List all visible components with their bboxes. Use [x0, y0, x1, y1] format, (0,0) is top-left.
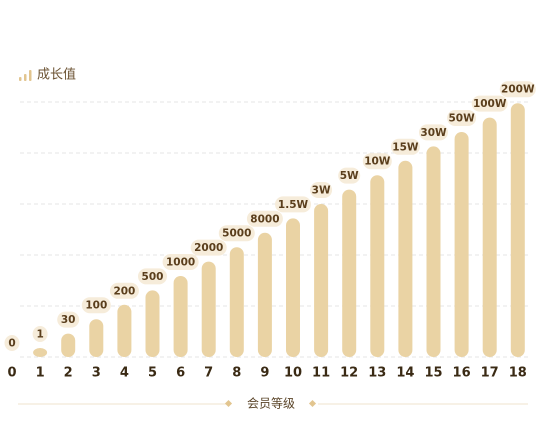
x-tick-label: 6	[176, 366, 185, 381]
bar	[286, 218, 300, 357]
bar	[482, 117, 497, 357]
value-label: 1.5W	[278, 199, 309, 211]
bar	[145, 290, 160, 357]
x-tick-label: 18	[509, 366, 527, 381]
x-tick-label: 12	[340, 366, 358, 381]
value-label-bg	[275, 196, 311, 213]
legend-icon	[19, 70, 32, 81]
x-tick-label: 3	[92, 366, 101, 381]
bar	[89, 319, 104, 357]
value-label: 200W	[501, 84, 535, 96]
value-label: 100W	[473, 98, 507, 110]
value-label: 0	[8, 338, 15, 350]
value-label: 30	[61, 314, 76, 326]
bar	[370, 175, 385, 357]
value-label-bg	[162, 254, 199, 270]
value-label: 30W	[420, 127, 447, 139]
x-axis-decoration	[18, 399, 528, 408]
x-tick-label: 17	[481, 366, 499, 381]
value-label-bg	[81, 297, 111, 314]
value-label-bg	[57, 311, 80, 328]
x-tick-label: 11	[312, 366, 330, 381]
x-tick-label: 15	[424, 366, 442, 381]
value-label: 15W	[392, 141, 419, 153]
value-label-bg	[338, 167, 361, 184]
value-label-bg	[471, 95, 508, 112]
x-tick-label: 1	[36, 366, 45, 381]
value-label: 50W	[448, 113, 475, 125]
axis-title: 成长值	[37, 67, 76, 83]
value-label: 10W	[364, 156, 391, 168]
value-label-bg	[4, 335, 20, 351]
value-label-bg	[310, 182, 333, 198]
value-label: 5000	[222, 228, 251, 240]
value-label-bg	[419, 124, 448, 141]
bar	[61, 333, 76, 357]
bar	[314, 204, 329, 357]
value-label-bg	[218, 225, 255, 242]
value-label: 8000	[250, 213, 279, 225]
x-tick-label: 8	[232, 366, 241, 381]
x-tick-label: 7	[204, 366, 213, 381]
value-label: 3W	[312, 185, 331, 197]
x-tick-label: 14	[396, 366, 414, 381]
value-label: 2000	[194, 242, 223, 254]
x-tick-label: 5	[148, 366, 157, 381]
x-tick-label: 13	[368, 366, 386, 381]
value-label-bg	[246, 210, 283, 227]
value-label: 100	[85, 300, 107, 312]
bar	[510, 103, 525, 357]
x-tick-label: 9	[260, 366, 269, 381]
x-tick-label: 4	[120, 366, 129, 381]
bar	[398, 160, 413, 357]
grid	[20, 101, 528, 358]
value-label: 5W	[340, 170, 359, 182]
value-label-bg	[447, 110, 477, 126]
x-tick-label: 2	[64, 366, 73, 381]
bar	[173, 276, 188, 357]
value-label-bg	[499, 81, 536, 98]
bar	[454, 132, 469, 357]
bar	[201, 261, 216, 357]
bar	[229, 247, 244, 357]
value-label: 1	[36, 329, 43, 341]
bar	[33, 348, 48, 357]
x-tick-label: 16	[453, 366, 471, 381]
bar	[257, 232, 272, 357]
value-label: 500	[142, 271, 164, 283]
value-label-bg	[362, 153, 392, 170]
value-label-bg	[390, 138, 420, 155]
bar	[426, 146, 441, 357]
value-label-bg	[190, 239, 227, 256]
bar	[117, 304, 132, 357]
value-label: 1000	[166, 257, 195, 269]
x-axis-title: 会员等级	[247, 397, 295, 411]
value-label-bg	[109, 282, 139, 299]
value-label-bg	[138, 268, 167, 285]
x-tick-label: 0	[7, 366, 16, 381]
bar	[342, 189, 357, 357]
value-label: 200	[113, 285, 135, 297]
value-label-bg	[32, 326, 48, 342]
x-tick-label: 10	[284, 366, 302, 381]
